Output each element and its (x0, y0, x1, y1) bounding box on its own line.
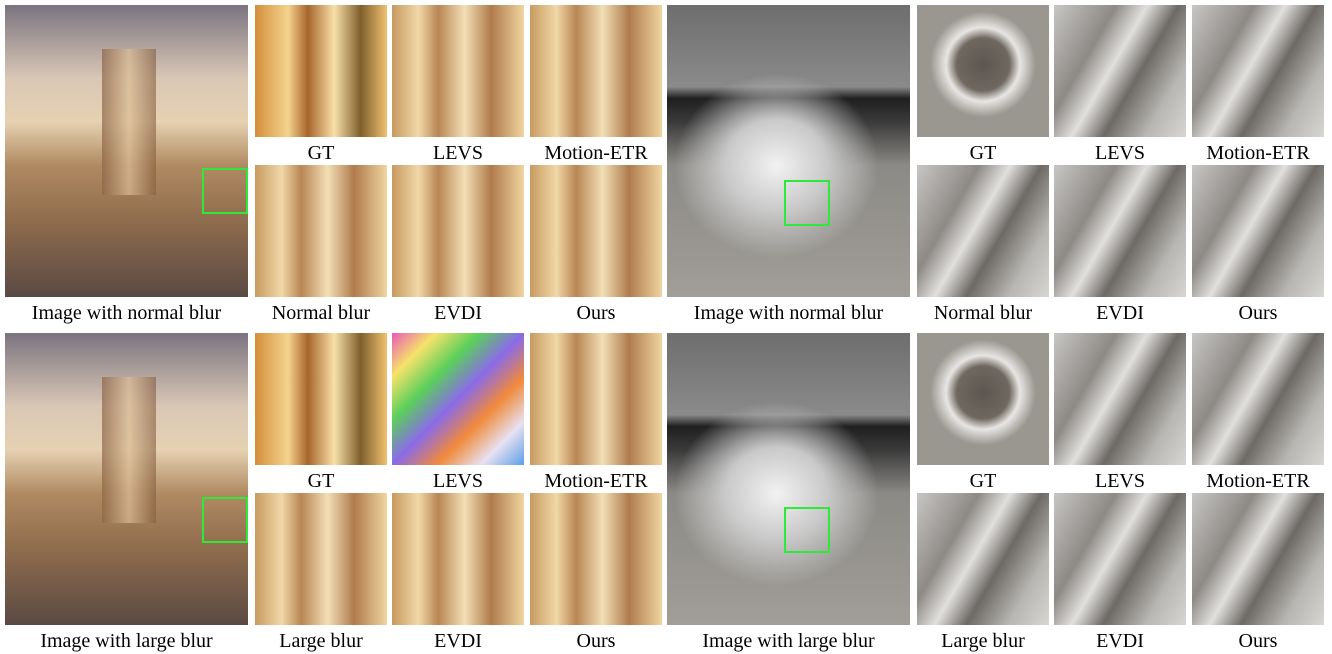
crop-image (1054, 493, 1186, 625)
crop-caption: EVDI (1096, 630, 1144, 652)
crop-image (392, 493, 524, 625)
blurred-image (5, 333, 248, 625)
zoom-box (784, 180, 830, 226)
crop-image (917, 5, 1049, 137)
crop-caption: LEVS (1095, 142, 1145, 164)
crop-image (1192, 165, 1324, 297)
crop-caption: Normal blur (933, 302, 1033, 324)
crop-image (1192, 333, 1324, 465)
crop-caption: EVDI (434, 302, 482, 324)
crop-caption: EVDI (434, 630, 482, 652)
zoom-box (202, 168, 248, 214)
crop-caption: Ours (1238, 302, 1278, 324)
crop-image (392, 333, 524, 465)
zoom-box (784, 507, 830, 553)
crop-caption: Ours (1238, 630, 1278, 652)
crop-caption: Ours (576, 302, 616, 324)
crop-image (1192, 5, 1324, 137)
crop-image (530, 493, 662, 625)
crop-image (255, 493, 387, 625)
crop-image (1054, 165, 1186, 297)
blurred-image (5, 5, 248, 297)
crop-caption: Motion-ETR (1206, 470, 1310, 492)
crop-caption: GT (969, 470, 997, 492)
crop-image (917, 333, 1049, 465)
image-caption: Image with normal blur (31, 302, 222, 324)
crop-image (392, 165, 524, 297)
crop-image (392, 5, 524, 137)
crop-image (530, 165, 662, 297)
blurred-image (667, 333, 910, 625)
crop-image (530, 5, 662, 137)
crop-caption: LEVS (433, 142, 483, 164)
zoom-box (202, 497, 248, 543)
crop-caption: Large blur (279, 630, 363, 652)
crop-image (255, 333, 387, 465)
blurred-image (667, 5, 910, 297)
crop-caption: GT (307, 142, 335, 164)
crop-image (530, 333, 662, 465)
crop-caption: Motion-ETR (544, 470, 648, 492)
image-caption: Image with normal blur (693, 302, 884, 324)
crop-image (1192, 493, 1324, 625)
crop-caption: Motion-ETR (544, 142, 648, 164)
crop-caption: Motion-ETR (1206, 142, 1310, 164)
crop-caption: Ours (576, 630, 616, 652)
crop-image (255, 5, 387, 137)
crop-image (917, 165, 1049, 297)
crop-caption: GT (307, 470, 335, 492)
crop-image (255, 165, 387, 297)
image-caption: Image with large blur (40, 630, 213, 652)
crop-image (917, 493, 1049, 625)
crop-caption: LEVS (433, 470, 483, 492)
crop-image (1054, 5, 1186, 137)
crop-caption: GT (969, 142, 997, 164)
image-caption: Image with large blur (702, 630, 875, 652)
crop-image (1054, 333, 1186, 465)
crop-caption: EVDI (1096, 302, 1144, 324)
crop-caption: Large blur (941, 630, 1025, 652)
crop-caption: LEVS (1095, 470, 1145, 492)
crop-caption: Normal blur (271, 302, 371, 324)
